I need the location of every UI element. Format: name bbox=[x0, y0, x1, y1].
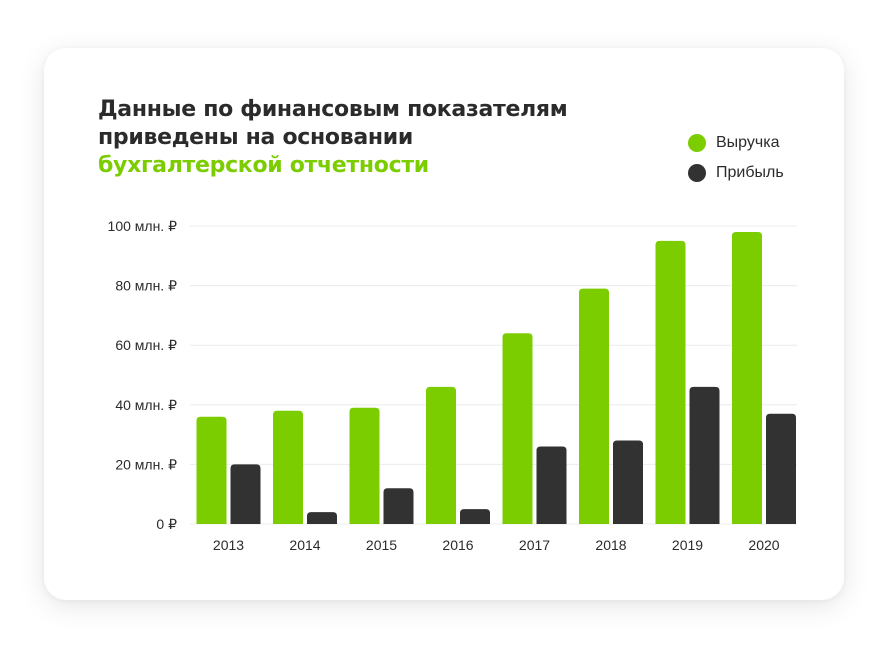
legend-item-revenue: Выручка bbox=[688, 128, 784, 158]
y-axis-ticks: 0 ₽ 20 млн. ₽ 40 млн. ₽ 60 млн. ₽ 80 млн. ₽ 1… bbox=[108, 218, 178, 532]
x-tick-label: 2015 bbox=[366, 537, 397, 553]
legend-label-revenue: Выручка bbox=[716, 134, 780, 151]
bar-revenue-2014 bbox=[273, 410, 303, 524]
y-tick-label: 20 млн. ₽ bbox=[115, 456, 177, 472]
legend-swatch-profit bbox=[688, 164, 706, 182]
chart-legend: Выручка Прибыль bbox=[688, 128, 784, 188]
x-tick-label: 2019 bbox=[672, 537, 703, 553]
bar-profit-2013 bbox=[230, 464, 261, 524]
legend-label-profit: Прибыль bbox=[716, 164, 784, 181]
x-tick-label: 2016 bbox=[442, 537, 473, 553]
y-tick-label: 80 млн. ₽ bbox=[115, 278, 177, 294]
x-tick-label: 2017 bbox=[519, 537, 550, 553]
bar-revenue-2016 bbox=[426, 386, 456, 524]
bar-profit-2018 bbox=[613, 440, 643, 524]
x-axis-ticks: 2013 2014 2015 2016 2017 2018 2019 2020 bbox=[213, 537, 780, 553]
bar-profit-2014 bbox=[307, 512, 337, 524]
legend-swatch-revenue bbox=[688, 134, 706, 152]
bar-profit-2020 bbox=[766, 413, 796, 524]
x-tick-label: 2020 bbox=[748, 537, 779, 553]
chart-title: Данные по финансовым показателям приведе… bbox=[98, 96, 568, 180]
bar-profit-2019 bbox=[689, 386, 720, 524]
legend-item-profit: Прибыль bbox=[688, 158, 784, 188]
bar-revenue-2020 bbox=[732, 231, 762, 524]
bar-profit-2017 bbox=[536, 446, 567, 524]
bar-revenue-2018 bbox=[579, 288, 609, 524]
bar-revenue-2019 bbox=[655, 240, 686, 524]
title-line-1: Данные по финансовым показателям bbox=[98, 97, 568, 122]
bars bbox=[196, 231, 796, 524]
bar-revenue-2017 bbox=[502, 333, 533, 524]
bar-revenue-2013 bbox=[196, 416, 227, 524]
y-tick-label: 60 млн. ₽ bbox=[115, 337, 177, 353]
y-tick-label: 40 млн. ₽ bbox=[115, 397, 177, 413]
title-line-3-highlight: бухгалтерской отчетности bbox=[98, 153, 429, 178]
bar-profit-2015 bbox=[383, 488, 414, 524]
bar-revenue-2015 bbox=[349, 407, 380, 524]
x-tick-label: 2018 bbox=[595, 537, 626, 553]
title-line-2: приведены на основании bbox=[98, 125, 414, 150]
x-tick-label: 2013 bbox=[213, 537, 244, 553]
y-tick-label: 100 млн. ₽ bbox=[108, 218, 178, 234]
y-tick-label: 0 ₽ bbox=[156, 516, 177, 532]
x-tick-label: 2014 bbox=[289, 537, 320, 553]
bar-profit-2016 bbox=[460, 509, 490, 524]
